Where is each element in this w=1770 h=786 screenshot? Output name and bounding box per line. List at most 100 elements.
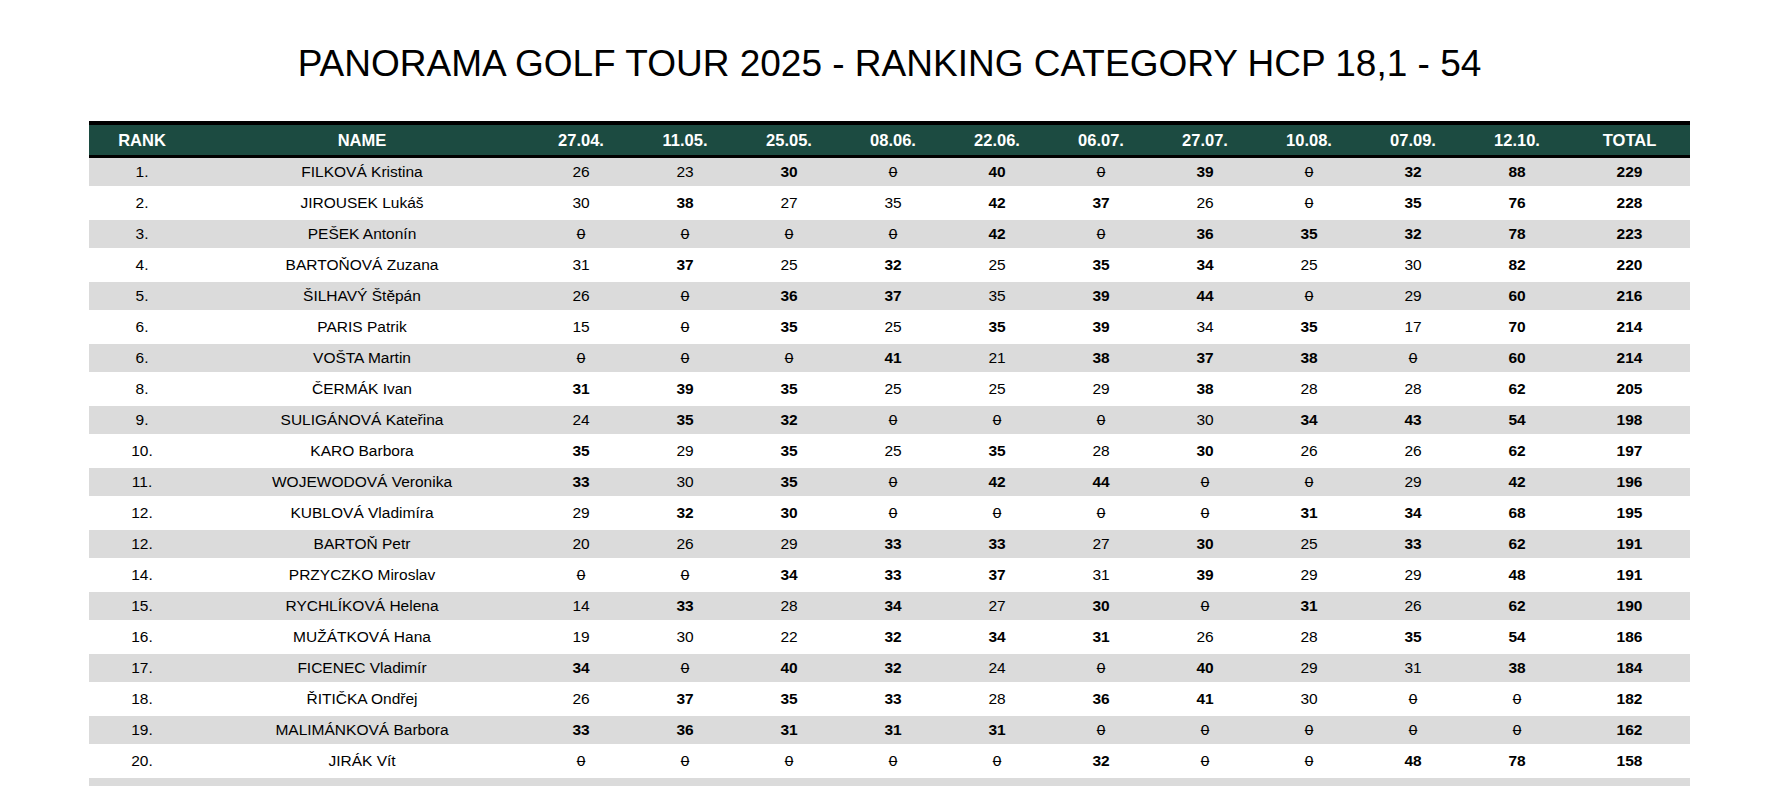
score-cell: 26: [1361, 436, 1465, 467]
rank-cell: 9.: [89, 405, 195, 436]
score-cell: 0: [529, 219, 633, 250]
score-cell: 30: [529, 188, 633, 219]
score-cell: 25: [841, 374, 945, 405]
score-cell: 25: [1257, 529, 1361, 560]
score-cell: 0: [1257, 715, 1361, 746]
score-cell: 35: [1361, 188, 1465, 219]
score-cell: 33: [841, 684, 945, 715]
total-cell: 216: [1569, 281, 1690, 312]
score-cell: 30: [737, 498, 841, 529]
score-cell: 29: [737, 529, 841, 560]
score-cell: 34: [841, 591, 945, 622]
score-cell: 29: [1257, 653, 1361, 684]
score-cell: 0: [1049, 157, 1153, 188]
score-cell: 0: [1257, 157, 1361, 188]
score-cell: 35: [945, 312, 1049, 343]
total-cell: 195: [1569, 498, 1690, 529]
table-row: 4.BARTOŇOVÁ Zuzana3137253225353425308222…: [89, 250, 1690, 281]
rank-cell: 8.: [89, 374, 195, 405]
score-cell: 42: [945, 219, 1049, 250]
score-cell: 0: [841, 405, 945, 436]
score-cell: 44: [1049, 467, 1153, 498]
score-cell: 26: [1361, 591, 1465, 622]
score-cell: 0: [1153, 746, 1257, 777]
score-cell: 31: [945, 715, 1049, 746]
total-cell: 214: [1569, 343, 1690, 374]
score-cell: 38: [633, 188, 737, 219]
table-row: 19.MALIMÁNKOVÁ Barbora333631313100000162: [89, 715, 1690, 746]
table-row: 9.SULIGÁNOVÁ Kateřina2435320003034435419…: [89, 405, 1690, 436]
score-cell: 0: [945, 746, 1049, 777]
name-cell: KUBLOVÁ Vladimíra: [195, 498, 529, 529]
score-cell: 30: [1257, 684, 1361, 715]
score-cell: 20: [529, 529, 633, 560]
name-cell: BARTOŇ Petr: [195, 529, 529, 560]
score-cell: 0: [633, 281, 737, 312]
score-cell: 40: [1153, 653, 1257, 684]
score-cell: 32: [1361, 219, 1465, 250]
name-cell: PEŠEK Antonín: [195, 219, 529, 250]
score-cell: 28: [1049, 436, 1153, 467]
score-cell: 25: [841, 312, 945, 343]
empty-cell: [529, 777, 633, 786]
score-cell: 28: [945, 684, 1049, 715]
total-cell: 162: [1569, 715, 1690, 746]
score-cell: 38: [1049, 343, 1153, 374]
table-row: 17.FICENEC Vladimír340403224040293138184: [89, 653, 1690, 684]
score-cell: 0: [1361, 343, 1465, 374]
column-header-0607: 06.07.: [1049, 123, 1153, 157]
score-cell: 62: [1465, 591, 1569, 622]
rank-cell: 19.: [89, 715, 195, 746]
score-cell: 40: [737, 653, 841, 684]
table-row: 5.ŠILHAVÝ Štěpán260363735394402960216: [89, 281, 1690, 312]
score-cell: 25: [841, 436, 945, 467]
total-cell: 184: [1569, 653, 1690, 684]
rank-cell: 10.: [89, 436, 195, 467]
score-cell: 38: [1153, 374, 1257, 405]
score-cell: 54: [1465, 622, 1569, 653]
score-cell: 26: [529, 684, 633, 715]
empty-cell: [737, 777, 841, 786]
score-cell: 0: [1153, 715, 1257, 746]
score-cell: 0: [529, 343, 633, 374]
name-cell: KARO Barbora: [195, 436, 529, 467]
rank-cell: 2.: [89, 188, 195, 219]
score-cell: 33: [1361, 529, 1465, 560]
score-cell: 0: [633, 343, 737, 374]
ranking-table: RANKNAME27.04.11.05.25.05.08.06.22.06.06…: [89, 121, 1690, 786]
name-cell: ČERMÁK Ivan: [195, 374, 529, 405]
score-cell: 0: [841, 219, 945, 250]
total-cell: 229: [1569, 157, 1690, 188]
score-cell: 26: [1153, 188, 1257, 219]
score-cell: 0: [1153, 467, 1257, 498]
score-cell: 37: [841, 281, 945, 312]
table-row: 18.ŘITIČKA Ondřej263735332836413000182: [89, 684, 1690, 715]
score-cell: 76: [1465, 188, 1569, 219]
score-cell: 40: [945, 157, 1049, 188]
score-cell: 31: [737, 715, 841, 746]
rank-cell: 4.: [89, 250, 195, 281]
column-header-0806: 08.06.: [841, 123, 945, 157]
score-cell: 0: [1049, 498, 1153, 529]
name-cell: FICENEC Vladimír: [195, 653, 529, 684]
score-cell: 33: [945, 529, 1049, 560]
score-cell: 0: [633, 746, 737, 777]
page-title: PANORAMA GOLF TOUR 2025 - RANKING CATEGO…: [89, 44, 1690, 84]
total-cell: 223: [1569, 219, 1690, 250]
score-cell: 30: [737, 157, 841, 188]
score-cell: 35: [1257, 219, 1361, 250]
score-cell: 26: [1153, 622, 1257, 653]
total-cell: 190: [1569, 591, 1690, 622]
partial-row: [89, 777, 1690, 786]
score-cell: 68: [1465, 498, 1569, 529]
score-cell: 35: [633, 405, 737, 436]
score-cell: 17: [1361, 312, 1465, 343]
score-cell: 21: [945, 343, 1049, 374]
score-cell: 0: [1257, 188, 1361, 219]
empty-cell: [633, 777, 737, 786]
score-cell: 0: [841, 746, 945, 777]
score-cell: 0: [633, 653, 737, 684]
rank-cell: 11.: [89, 467, 195, 498]
name-cell: PRZYCZKO Miroslav: [195, 560, 529, 591]
rank-cell: 12.: [89, 529, 195, 560]
